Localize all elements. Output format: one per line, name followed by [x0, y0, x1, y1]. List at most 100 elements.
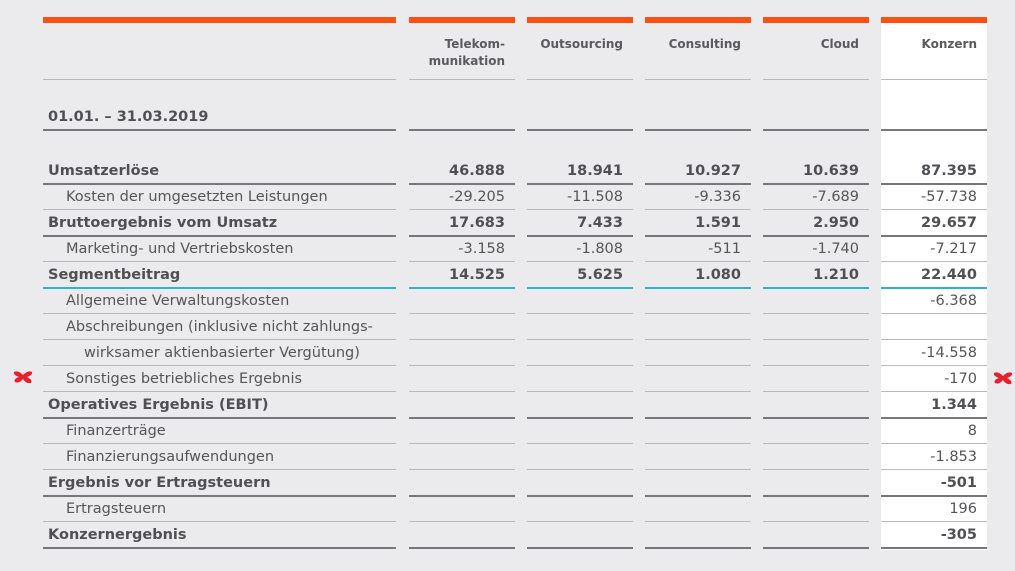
row-divider — [43, 547, 396, 549]
cell-konzern: -170 — [944, 371, 977, 387]
cell-cloud — [763, 289, 859, 313]
orange-header-bar — [409, 17, 515, 23]
cell-cloud — [763, 445, 859, 469]
cell-konzern: -14.558 — [921, 345, 977, 361]
cell-consulting: 1.080 — [695, 267, 741, 283]
cell-telekom — [409, 393, 505, 417]
cell-outsourcing: 7.433 — [577, 215, 623, 231]
row-label: Ergebnis vor Ertragsteuern — [48, 475, 271, 491]
row-label: Operatives Ergebnis (EBIT) — [48, 397, 269, 413]
row-divider — [645, 209, 751, 210]
row-divider — [409, 443, 515, 444]
cell-konzern: 196 — [949, 501, 977, 517]
cell-cloud — [763, 393, 859, 417]
row-label: Allgemeine Verwaltungskosten — [66, 293, 290, 309]
row-divider — [881, 313, 987, 314]
row-divider — [881, 495, 987, 497]
row-divider — [409, 183, 515, 185]
row-divider — [763, 547, 869, 549]
cell-outsourcing — [527, 419, 623, 443]
row-divider — [527, 365, 633, 366]
cell-consulting: -9.336 — [694, 189, 741, 205]
cell-cloud: 1.210 — [813, 267, 859, 283]
column-header-telekom: Telekom-munikation — [409, 36, 505, 70]
cell-outsourcing — [527, 289, 623, 313]
cell-telekom — [409, 315, 505, 339]
cell-outsourcing — [527, 367, 623, 391]
row-divider — [763, 443, 869, 444]
row-divider — [763, 339, 869, 340]
row-divider — [763, 287, 869, 289]
cell-cloud: -1.740 — [812, 241, 859, 257]
row-divider — [409, 521, 515, 522]
row-divider — [409, 547, 515, 549]
cell-consulting — [645, 471, 741, 495]
cell-telekom — [409, 341, 505, 365]
row-divider — [881, 183, 987, 185]
row-label: wirksamer aktienbasierter Vergütung) — [84, 345, 360, 361]
row-label: Ertragsteuern — [66, 501, 167, 517]
cell-outsourcing: 18.941 — [567, 163, 623, 179]
period-divider — [409, 129, 515, 131]
row-divider — [763, 261, 869, 262]
cell-consulting: -511 — [708, 241, 741, 257]
row-divider — [763, 521, 869, 522]
konzern-column-highlight — [881, 17, 987, 550]
column-header-line1: Telekom- — [444, 37, 505, 51]
row-divider — [881, 391, 987, 392]
cell-telekom — [409, 367, 505, 391]
cell-cloud — [763, 315, 859, 339]
cell-outsourcing: -1.808 — [576, 241, 623, 257]
cell-konzern: -57.738 — [921, 189, 977, 205]
header-divider — [881, 79, 987, 80]
cell-consulting — [645, 497, 741, 521]
row-divider — [527, 443, 633, 444]
row-divider — [645, 235, 751, 237]
row-label: Sonstiges betriebliches Ergebnis — [66, 371, 303, 387]
row-divider — [409, 339, 515, 340]
cell-cloud — [763, 497, 859, 521]
row-divider — [881, 469, 987, 470]
row-divider — [881, 339, 987, 340]
header-divider — [527, 79, 633, 80]
row-divider — [881, 547, 987, 549]
row-divider — [43, 495, 396, 497]
cell-telekom: 46.888 — [449, 163, 505, 179]
row-divider — [527, 391, 633, 392]
cell-cloud: 10.639 — [803, 163, 859, 179]
row-divider — [645, 521, 751, 522]
column-header-line1: Outsourcing — [540, 37, 623, 51]
row-label: Umsatzerlöse — [48, 163, 160, 179]
cell-konzern: 8 — [967, 423, 977, 439]
cell-telekom: -3.158 — [458, 241, 505, 257]
period-divider — [645, 129, 751, 131]
cell-outsourcing: 5.625 — [577, 267, 623, 283]
cell-telekom — [409, 471, 505, 495]
row-divider — [43, 339, 396, 340]
cell-telekom: 14.525 — [449, 267, 505, 283]
cell-consulting — [645, 419, 741, 443]
cell-cloud — [763, 523, 859, 547]
row-divider — [763, 469, 869, 470]
row-divider — [645, 313, 751, 314]
cell-konzern: 87.395 — [921, 163, 977, 179]
cell-konzern — [881, 315, 977, 339]
period-divider — [763, 129, 869, 131]
row-label: Kosten der umgesetzten Leistungen — [66, 189, 328, 205]
orange-header-bar — [881, 17, 987, 23]
cell-telekom — [409, 419, 505, 443]
period-divider — [43, 129, 396, 131]
column-header-line1: Cloud — [820, 37, 859, 51]
header-divider — [43, 79, 396, 80]
red-x-mark-left-icon — [12, 369, 34, 385]
column-header-line2: munikation — [428, 54, 505, 68]
cell-konzern: 1.344 — [931, 397, 977, 413]
row-divider — [645, 339, 751, 340]
row-divider — [43, 287, 396, 289]
red-x-mark-right-icon — [992, 370, 1014, 386]
cell-outsourcing: -11.508 — [567, 189, 623, 205]
row-divider — [881, 521, 987, 522]
row-divider — [527, 521, 633, 522]
column-header-cloud: Cloud — [763, 36, 859, 53]
row-divider — [527, 417, 633, 419]
